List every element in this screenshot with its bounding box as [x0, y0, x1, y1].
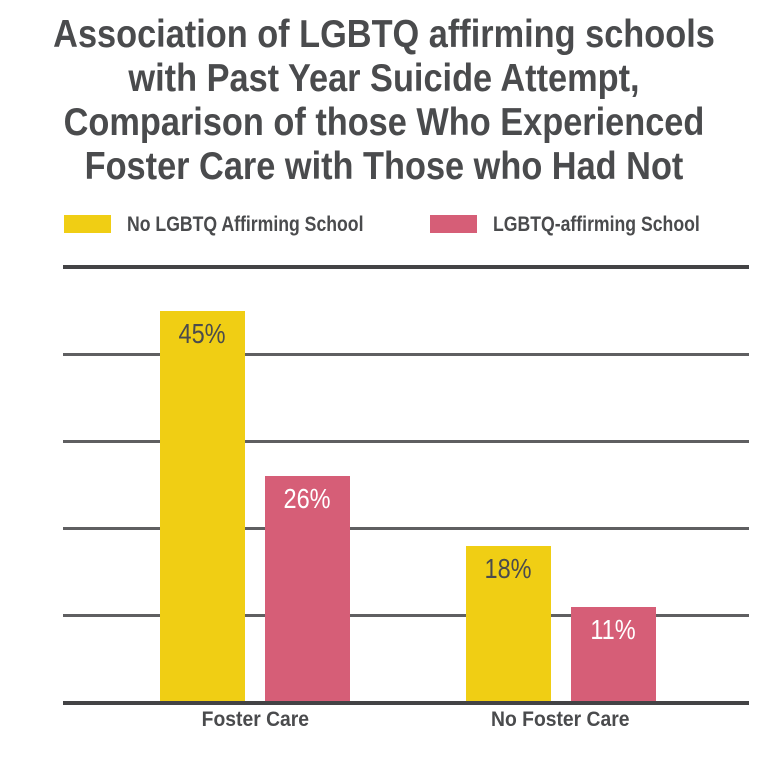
- gridline-10: [63, 614, 749, 618]
- chart-title-line-1: Association of LGBTQ affirming schools: [53, 13, 715, 56]
- plot-top-border: [63, 264, 749, 269]
- bar-value-label: 45%: [178, 317, 227, 349]
- legend-label-no-affirming: No LGBTQ Affirming School: [127, 213, 364, 236]
- gridline-20: [63, 527, 749, 530]
- bar-value-label: 11%: [590, 613, 636, 645]
- bar-yellow-foster-care: 45%: [160, 310, 245, 701]
- category-label-foster-care: Foster Care: [201, 707, 309, 731]
- bar-value-label: 26%: [283, 483, 332, 515]
- chart-title-line-2: with Past Year Suicide Attempt,: [128, 57, 640, 100]
- x-axis-line: [63, 700, 749, 705]
- chart-title: Association of LGBTQ affirming schools w…: [0, 13, 768, 189]
- legend-swatch-affirming: [430, 215, 477, 233]
- chart-title-line-4: Foster Care with Those who Had Not: [84, 145, 684, 188]
- legend-swatch-no-affirming: [64, 215, 111, 233]
- bar-value-label: 18%: [484, 552, 532, 584]
- bar-pink-foster-care: 26%: [265, 476, 350, 701]
- category-label-no-foster-care: No Foster Care: [491, 707, 630, 731]
- gridline-40: [63, 352, 749, 356]
- chart-title-line-3: Comparison of those Who Experienced: [63, 101, 705, 144]
- bar-pink-no-foster-care: 11%: [570, 606, 656, 701]
- gridline-30: [63, 439, 749, 443]
- legend-label-affirming: LGBTQ-affirming School: [493, 213, 700, 236]
- bar-yellow-no-foster-care: 18%: [465, 545, 551, 701]
